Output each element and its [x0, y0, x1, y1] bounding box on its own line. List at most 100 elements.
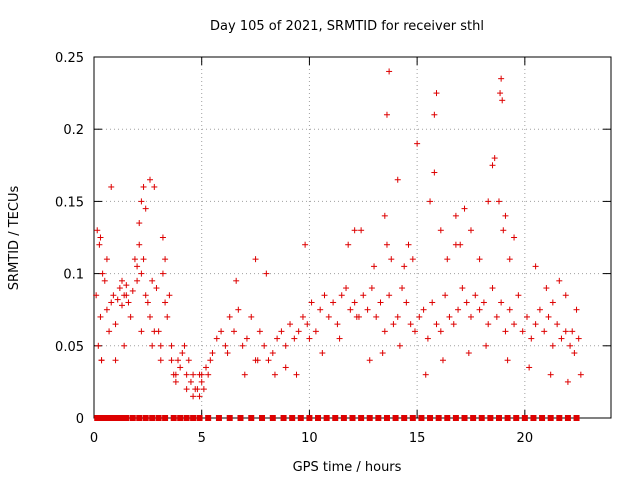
data-point — [198, 378, 205, 385]
data-point — [207, 357, 214, 364]
zero-data-point — [103, 415, 110, 421]
data-point — [119, 277, 126, 284]
data-point — [239, 342, 246, 349]
zero-data-point — [129, 415, 136, 421]
data-point — [198, 371, 205, 378]
data-point — [147, 176, 154, 183]
x-tick-label: 10 — [301, 431, 318, 446]
data-point — [511, 321, 518, 328]
zero-data-point — [269, 415, 276, 421]
y-tick-label: 0.1 — [63, 268, 84, 283]
zero-data-point — [547, 415, 554, 421]
data-point — [112, 357, 119, 364]
data-point — [185, 357, 192, 364]
data-point — [222, 342, 229, 349]
data-point — [431, 169, 438, 176]
data-point — [420, 306, 427, 313]
data-point — [101, 277, 108, 284]
data-point — [351, 299, 358, 306]
data-point — [345, 241, 352, 248]
data-point — [519, 328, 526, 335]
data-point — [181, 342, 188, 349]
data-point — [383, 241, 390, 248]
data-point — [116, 285, 123, 292]
data-point — [338, 292, 345, 299]
data-point — [461, 205, 468, 212]
data-point — [547, 371, 554, 378]
zero-data-point — [573, 415, 580, 421]
data-point — [319, 350, 326, 357]
data-point — [502, 212, 509, 219]
data-point — [407, 321, 414, 328]
data-point — [194, 386, 201, 393]
zero-data-point — [418, 415, 425, 421]
data-point — [282, 364, 289, 371]
data-point — [336, 335, 343, 342]
data-point — [155, 328, 162, 335]
x-axis-title: GPS time / hours — [293, 460, 402, 475]
data-point — [504, 357, 511, 364]
data-point — [282, 342, 289, 349]
data-point — [377, 299, 384, 306]
data-point — [142, 205, 149, 212]
data-point — [497, 90, 504, 97]
x-tick-label: 0 — [90, 431, 98, 446]
data-point — [536, 306, 543, 313]
data-point — [265, 357, 272, 364]
data-point — [205, 371, 212, 378]
zero-data-point — [136, 415, 143, 421]
data-point — [325, 313, 332, 320]
data-point — [515, 292, 522, 299]
zero-data-point — [461, 415, 468, 421]
zero-data-point — [297, 415, 304, 421]
data-point — [439, 357, 446, 364]
y-tick-label: 0.15 — [55, 195, 84, 210]
data-point — [241, 371, 248, 378]
y-tick-label: 0.2 — [63, 123, 84, 138]
data-point — [131, 256, 138, 263]
data-point — [190, 393, 197, 400]
data-point — [94, 227, 101, 234]
data-point — [532, 321, 539, 328]
data-point — [196, 393, 203, 400]
zero-data-point — [470, 415, 477, 421]
data-points — [93, 68, 584, 421]
data-point — [103, 306, 110, 313]
data-point — [571, 350, 578, 357]
zero-data-point — [358, 415, 365, 421]
data-point — [321, 292, 328, 299]
zero-data-point — [280, 415, 287, 421]
zero-data-point — [539, 415, 546, 421]
data-point — [442, 292, 449, 299]
zero-data-point — [248, 415, 255, 421]
data-point — [371, 263, 378, 270]
data-point — [353, 313, 360, 320]
data-point — [491, 155, 498, 162]
data-point — [483, 342, 490, 349]
zero-data-point — [107, 415, 114, 421]
data-point — [140, 256, 147, 263]
data-point — [452, 241, 459, 248]
data-point — [366, 357, 373, 364]
data-point — [401, 263, 408, 270]
data-point — [114, 296, 121, 303]
zero-data-point — [183, 415, 190, 421]
data-point — [405, 241, 412, 248]
data-point — [213, 335, 220, 342]
data-point — [498, 75, 505, 82]
data-point — [399, 285, 406, 292]
data-point — [254, 357, 261, 364]
data-point — [390, 321, 397, 328]
y-tick-label: 0 — [76, 412, 84, 427]
data-point — [364, 306, 371, 313]
data-point — [511, 234, 518, 241]
data-point — [231, 328, 238, 335]
data-point — [381, 328, 388, 335]
data-point — [179, 350, 186, 357]
data-point — [140, 183, 147, 190]
data-point — [93, 292, 100, 299]
data-point — [414, 140, 421, 147]
zero-data-point — [487, 415, 494, 421]
data-point — [506, 306, 513, 313]
data-point — [136, 220, 143, 227]
